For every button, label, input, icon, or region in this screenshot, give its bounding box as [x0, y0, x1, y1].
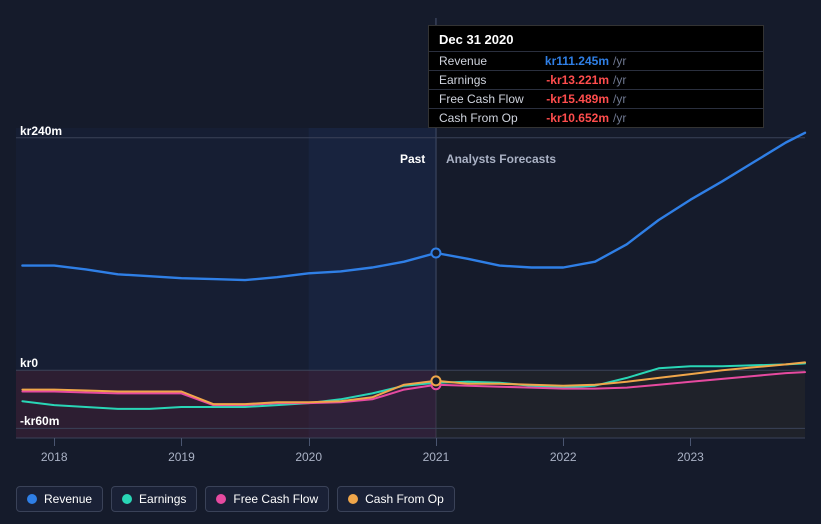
chart-tooltip: Dec 31 2020 Revenuekr111.245m/yrEarnings…	[428, 25, 764, 128]
tooltip-row-label: Revenue	[439, 54, 531, 68]
tooltip-row: Free Cash Flow-kr15.489m/yr	[429, 89, 763, 108]
y-axis-label: -kr60m	[20, 414, 59, 428]
x-tick	[54, 438, 55, 446]
legend-label: Free Cash Flow	[233, 492, 318, 506]
chart-legend: Revenue Earnings Free Cash Flow Cash From O…	[16, 486, 455, 512]
legend-swatch	[122, 494, 132, 504]
tooltip-row-unit: /yr	[609, 92, 626, 106]
legend-item-earnings[interactable]: Earnings	[111, 486, 197, 512]
tooltip-row-label: Cash From Op	[439, 111, 531, 125]
tooltip-rows: Revenuekr111.245m/yrEarnings-kr13.221m/y…	[429, 51, 763, 127]
tooltip-date: Dec 31 2020	[429, 26, 763, 51]
x-tick	[181, 438, 182, 446]
x-tick	[690, 438, 691, 446]
legend-label: Revenue	[44, 492, 92, 506]
legend-swatch	[348, 494, 358, 504]
tooltip-row-label: Free Cash Flow	[439, 92, 531, 106]
tooltip-row-value: -kr10.652m	[531, 111, 609, 125]
x-axis-label: 2020	[295, 450, 322, 464]
region-label-forecast: Analysts Forecasts	[446, 152, 556, 166]
x-axis-label: 2018	[41, 450, 68, 464]
x-axis-label: 2022	[550, 450, 577, 464]
tooltip-row-label: Earnings	[439, 73, 531, 87]
tooltip-row-unit: /yr	[609, 73, 626, 87]
x-axis-label: 2021	[423, 450, 450, 464]
tooltip-row-value: -kr15.489m	[531, 92, 609, 106]
legend-label: Cash From Op	[365, 492, 444, 506]
x-axis-label: 2019	[168, 450, 195, 464]
tooltip-row-unit: /yr	[609, 111, 626, 125]
y-axis-label: kr0	[20, 356, 38, 370]
legend-item-revenue[interactable]: Revenue	[16, 486, 103, 512]
legend-swatch	[216, 494, 226, 504]
legend-item-cfo[interactable]: Cash From Op	[337, 486, 455, 512]
x-axis-label: 2023	[677, 450, 704, 464]
tooltip-row-value: kr111.245m	[531, 54, 609, 68]
legend-label: Earnings	[139, 492, 186, 506]
tooltip-row: Cash From Op-kr10.652m/yr	[429, 108, 763, 127]
x-tick	[436, 438, 437, 446]
series-marker-cfo	[431, 376, 440, 385]
tooltip-row-unit: /yr	[609, 54, 626, 68]
y-axis-label: kr240m	[20, 124, 62, 138]
legend-swatch	[27, 494, 37, 504]
chart-svg	[16, 128, 805, 468]
tooltip-row-value: -kr13.221m	[531, 73, 609, 87]
legend-item-fcf[interactable]: Free Cash Flow	[205, 486, 329, 512]
x-tick	[563, 438, 564, 446]
region-label-past: Past	[400, 152, 425, 166]
x-tick	[309, 438, 310, 446]
chart-plot-area: -kr60mkr0kr240m201820192020202120222023P…	[16, 128, 805, 438]
tooltip-row: Revenuekr111.245m/yr	[429, 51, 763, 70]
tooltip-row: Earnings-kr13.221m/yr	[429, 70, 763, 89]
series-marker-revenue	[431, 248, 440, 257]
